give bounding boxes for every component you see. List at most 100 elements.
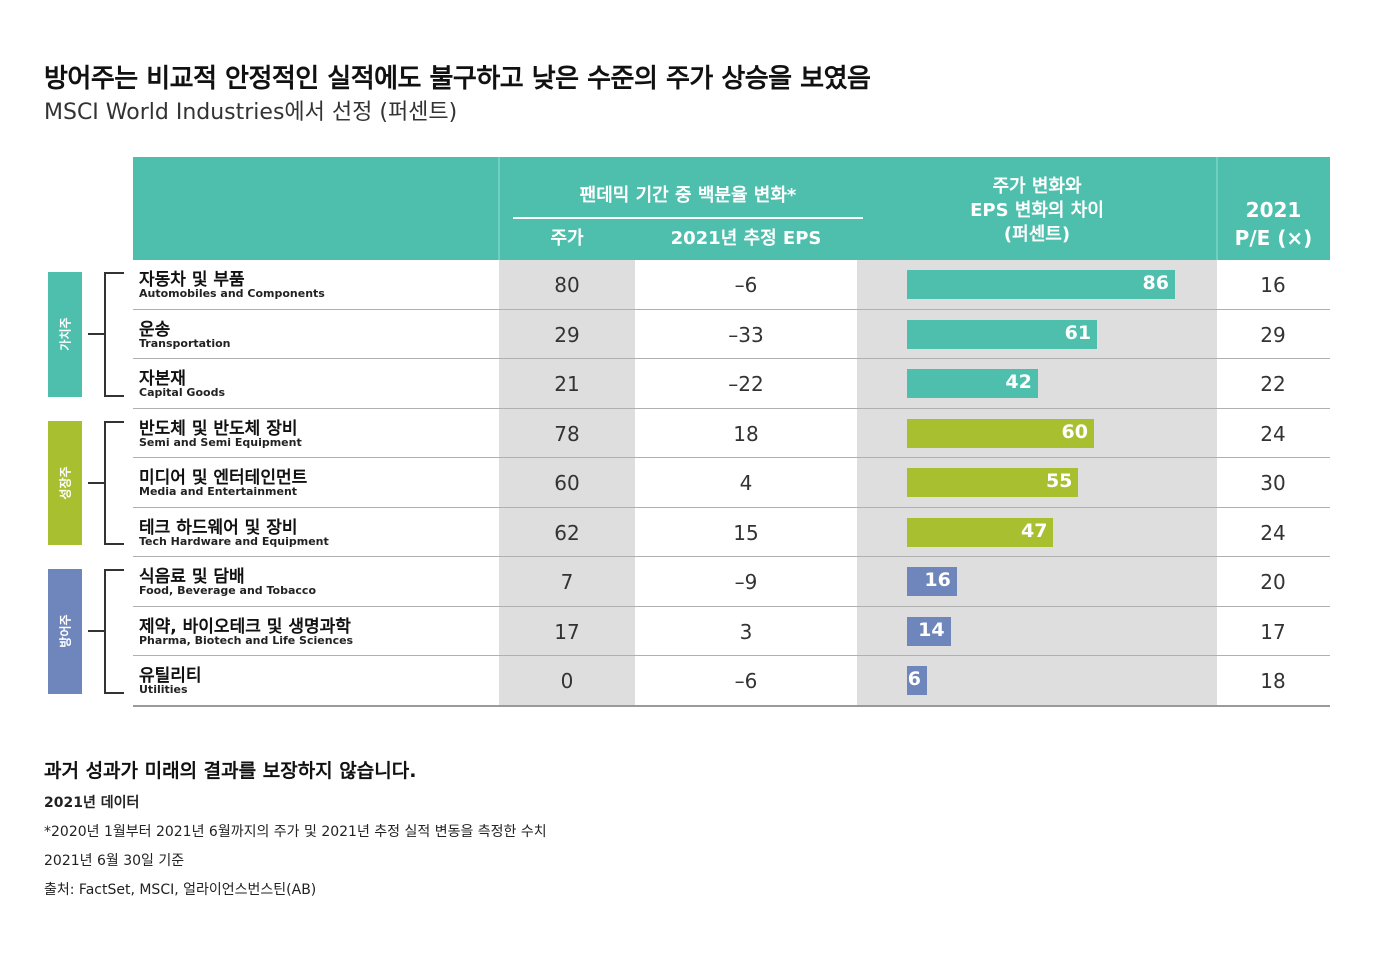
eps-value: –6 (734, 273, 758, 297)
row-divider (133, 605, 1330, 607)
disclaimer: 과거 성과가 미래의 결과를 보장하지 않습니다. (44, 760, 417, 782)
price-value: 60 (554, 471, 580, 495)
row-label-ko: 테크 하드웨어 및 장비 (139, 517, 298, 538)
pe-value: 24 (1260, 520, 1286, 545)
diff-bar: 6 (907, 666, 927, 695)
diff-bar: 16 (907, 567, 957, 596)
row-divider (133, 358, 1330, 359)
diff-bar: 14 (907, 616, 951, 646)
row-label-ko: 식음료 및 담배 (139, 567, 245, 587)
row-label-en: Capital Goods (139, 386, 225, 399)
row-label-ko: 유틸리티 (139, 666, 202, 686)
group-bracket (104, 272, 124, 397)
price-value: 7 (560, 570, 574, 594)
price-column-bg (499, 260, 635, 705)
diff-bar: 61 (907, 319, 1098, 349)
eps-value: 18 (733, 421, 759, 446)
row-label-en: Tech Hardware and Equipment (139, 534, 329, 548)
eps-value: –22 (728, 372, 764, 396)
group-bracket (104, 569, 124, 694)
row-label-ko: 미디어 및 엔터테인먼트 (139, 468, 308, 488)
diff-bar: 60 (907, 418, 1094, 448)
row-label-en: Food, Beverage and Tobacco (139, 584, 317, 597)
header-diff-line1: 주가 변화와 (992, 176, 1082, 197)
pe-value: 20 (1260, 570, 1286, 594)
group-bracket (104, 420, 124, 545)
row-label-en: Pharma, Biotech and Life Sciences (139, 633, 354, 647)
row-label-ko: 반도체 및 반도체 장비 (139, 418, 298, 439)
diff-bar-value: 60 (1061, 420, 1088, 443)
group-label: 성장주 (48, 420, 82, 545)
header-pandemic: 팬데믹 기간 중 백분율 변화* (579, 185, 797, 206)
group-label-text: 방어주 (58, 614, 73, 648)
pe-value: 30 (1260, 471, 1286, 495)
pe-value: 18 (1260, 669, 1286, 693)
diff-bar-value: 86 (1142, 272, 1169, 294)
row-label-en: Transportation (139, 336, 231, 350)
row-divider (133, 506, 1330, 508)
group-label: 방어주 (48, 569, 82, 694)
price-value: 62 (554, 520, 580, 545)
diff-bar-value: 61 (1064, 321, 1092, 344)
row-divider (133, 704, 1330, 707)
group-label: 가치주 (48, 272, 82, 397)
price-value: 0 (560, 669, 574, 693)
page-subtitle: MSCI World Industries에서 선정 (퍼센트) (44, 100, 458, 125)
source-note: 출처: FactSet, MSCI, 얼라이언스번스틴(AB) (44, 882, 317, 898)
diff-bar-value: 14 (918, 618, 945, 641)
eps-value: 15 (733, 520, 759, 545)
eps-value: 4 (739, 471, 753, 495)
header-diff-line2: EPS 변화의 차이 (970, 200, 1104, 221)
header-price: 주가 (550, 228, 584, 249)
pe-value: 17 (1260, 619, 1286, 644)
row-divider (133, 556, 1330, 557)
row-divider (133, 407, 1330, 409)
pe-value: 29 (1260, 322, 1286, 347)
price-value: 21 (554, 372, 580, 396)
eps-value: 3 (739, 619, 753, 644)
header-rule (513, 217, 863, 219)
row-label-en: Utilities (139, 683, 188, 696)
header-pe-line2: P/E (×) (1234, 226, 1313, 250)
row-divider (133, 308, 1330, 310)
price-value: 78 (554, 421, 580, 446)
row-label-en: Semi and Semi Equipment (139, 435, 302, 449)
data-year-note: 2021년 데이터 (44, 795, 140, 811)
diff-bar-value: 16 (924, 569, 951, 591)
group-label-text: 가치주 (58, 317, 73, 351)
row-label-en: Media and Entertainment (139, 485, 298, 498)
row-label-ko: 운송 (139, 319, 171, 340)
row-divider (133, 655, 1330, 656)
eps-value: –33 (728, 322, 764, 347)
diff-bar-value: 47 (1021, 519, 1048, 542)
diff-bar: 55 (907, 468, 1079, 497)
sector-table: 팬데믹 기간 중 백분율 변화* 주가 2021년 추정 EPS 주가 변화와 … (133, 157, 1330, 707)
group-bracket-tick (88, 630, 104, 633)
price-value: 17 (554, 619, 580, 644)
price-value: 29 (554, 322, 580, 347)
diff-bar-value: 55 (1045, 470, 1073, 492)
diff-bar: 47 (907, 517, 1054, 547)
diff-bar: 42 (907, 369, 1038, 398)
group-bracket-tick (88, 481, 104, 484)
header-eps: 2021년 추정 EPS (670, 228, 822, 249)
header-diff-line3: (퍼센트) (1003, 224, 1071, 245)
header-separator (498, 157, 500, 260)
group-bracket-tick (88, 333, 104, 336)
diff-bar-value: 6 (907, 668, 921, 690)
eps-value: –9 (734, 570, 758, 594)
row-label-ko: 자본재 (139, 369, 186, 389)
row-label-ko: 제약, 바이오테크 및 생명과학 (139, 616, 351, 637)
diff-bar: 86 (907, 270, 1175, 299)
row-divider (133, 457, 1330, 458)
header-separator (1216, 157, 1218, 260)
footnote: *2020년 1월부터 2021년 6월까지의 주가 및 2021년 추정 실적… (44, 824, 547, 840)
diff-bar-value: 42 (1005, 371, 1032, 393)
group-label-text: 성장주 (58, 466, 73, 500)
price-value: 80 (554, 273, 580, 297)
page-title: 방어주는 비교적 안정적인 실적에도 불구하고 낮은 수준의 주가 상승을 보였… (44, 64, 871, 94)
table-header: 팬데믹 기간 중 백분율 변화* 주가 2021년 추정 EPS 주가 변화와 … (133, 157, 1330, 260)
row-label-ko: 자동차 및 부품 (139, 270, 245, 290)
pe-value: 24 (1260, 421, 1286, 446)
pe-value: 22 (1260, 372, 1286, 396)
